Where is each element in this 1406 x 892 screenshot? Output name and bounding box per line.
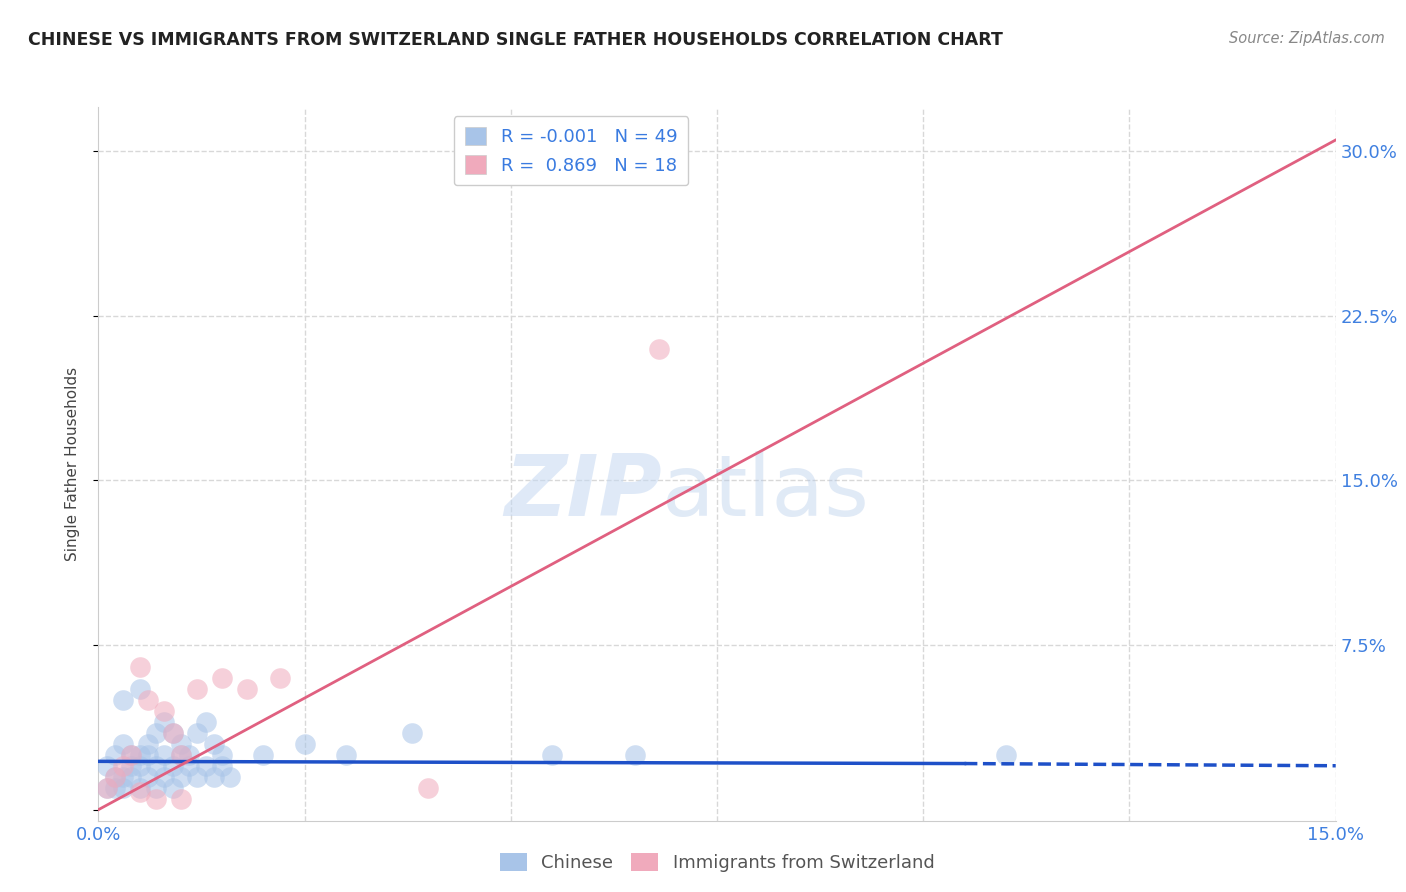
Point <box>128 780 150 795</box>
Point <box>120 758 142 772</box>
Text: CHINESE VS IMMIGRANTS FROM SWITZERLAND SINGLE FATHER HOUSEHOLDS CORRELATION CHAR: CHINESE VS IMMIGRANTS FROM SWITZERLAND S… <box>28 31 1002 49</box>
Point <box>401 726 423 740</box>
Point <box>128 660 150 674</box>
Point <box>186 726 208 740</box>
Point <box>120 770 142 784</box>
Text: atlas: atlas <box>661 450 869 534</box>
Point <box>112 737 135 751</box>
Point <box>162 726 184 740</box>
Point <box>269 671 291 685</box>
Point <box>162 758 184 772</box>
Point <box>648 342 671 356</box>
Point <box>153 704 176 718</box>
Point <box>211 758 233 772</box>
Point <box>96 758 118 772</box>
Point <box>120 747 142 762</box>
Point <box>136 693 159 707</box>
Point <box>145 780 167 795</box>
Point <box>112 693 135 707</box>
Point <box>136 747 159 762</box>
Point <box>112 770 135 784</box>
Point <box>623 747 645 762</box>
Point <box>128 681 150 696</box>
Point <box>202 737 225 751</box>
Point <box>96 780 118 795</box>
Point <box>418 780 440 795</box>
Point <box>170 791 193 805</box>
Point <box>162 726 184 740</box>
Point <box>112 780 135 795</box>
Point <box>186 770 208 784</box>
Legend: Chinese, Immigrants from Switzerland: Chinese, Immigrants from Switzerland <box>492 846 942 880</box>
Y-axis label: Single Father Households: Single Father Households <box>65 367 80 561</box>
Point <box>994 747 1017 762</box>
Point <box>145 758 167 772</box>
Point <box>170 747 193 762</box>
Point <box>136 737 159 751</box>
Point <box>335 747 357 762</box>
Point <box>179 758 201 772</box>
Point <box>211 747 233 762</box>
Point <box>211 671 233 685</box>
Point <box>104 770 127 784</box>
Point <box>202 770 225 784</box>
Point <box>145 791 167 805</box>
Point <box>170 747 193 762</box>
Point <box>219 770 242 784</box>
Point <box>153 747 176 762</box>
Text: Source: ZipAtlas.com: Source: ZipAtlas.com <box>1229 31 1385 46</box>
Point <box>162 780 184 795</box>
Point <box>194 714 217 729</box>
Point <box>104 747 127 762</box>
Point <box>128 785 150 799</box>
Point <box>120 747 142 762</box>
Point <box>186 681 208 696</box>
Point <box>112 758 135 772</box>
Point <box>153 770 176 784</box>
Point <box>128 747 150 762</box>
Point <box>541 747 564 762</box>
Point <box>128 758 150 772</box>
Point <box>145 726 167 740</box>
Point <box>104 770 127 784</box>
Point <box>104 780 127 795</box>
Point <box>236 681 259 696</box>
Point <box>136 770 159 784</box>
Point <box>252 747 274 762</box>
Point <box>170 737 193 751</box>
Point <box>170 770 193 784</box>
Text: ZIP: ZIP <box>503 450 661 534</box>
Point <box>153 714 176 729</box>
Point <box>194 758 217 772</box>
Point <box>294 737 316 751</box>
Point <box>179 747 201 762</box>
Point <box>96 780 118 795</box>
